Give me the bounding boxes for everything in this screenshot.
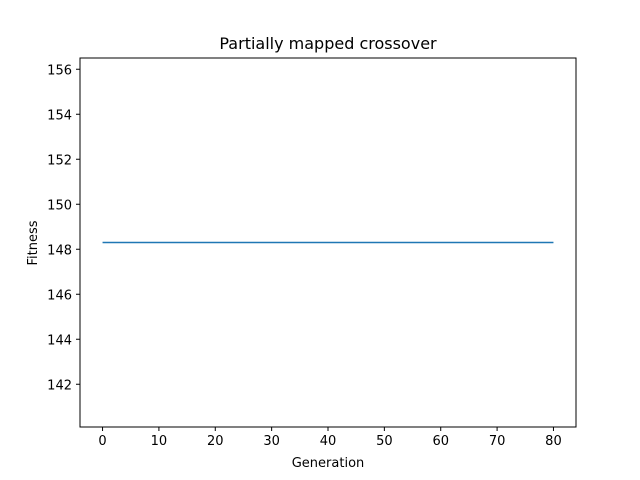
- x-tick-label: 40: [320, 434, 337, 449]
- x-tick-label: 20: [207, 434, 224, 449]
- y-tick-label: 144: [47, 333, 72, 348]
- chart-title: Partially mapped crossover: [219, 34, 437, 53]
- y-tick-label: 142: [47, 378, 72, 393]
- y-tick-label: 146: [47, 288, 72, 303]
- x-tick-label: 30: [263, 434, 280, 449]
- y-axis-label: Fitness: [26, 220, 41, 265]
- x-tick-label: 0: [98, 434, 106, 449]
- y-tick-label: 148: [47, 243, 72, 258]
- y-tick-label: 154: [47, 108, 72, 123]
- y-tick-label: 156: [47, 63, 72, 78]
- y-tick-label: 150: [47, 198, 72, 213]
- x-axis-label: Generation: [292, 456, 365, 471]
- x-axis-ticks: 0 10 20 30 40 50 60 70 80: [98, 427, 562, 449]
- x-tick-label: 10: [151, 434, 168, 449]
- x-tick-label: 60: [432, 434, 449, 449]
- y-tick-label: 152: [47, 153, 72, 168]
- x-tick-label: 70: [489, 434, 506, 449]
- x-tick-label: 80: [545, 434, 562, 449]
- x-tick-label: 50: [376, 434, 393, 449]
- y-axis-ticks: 142 144 146 148 150 152 154 156: [47, 63, 80, 393]
